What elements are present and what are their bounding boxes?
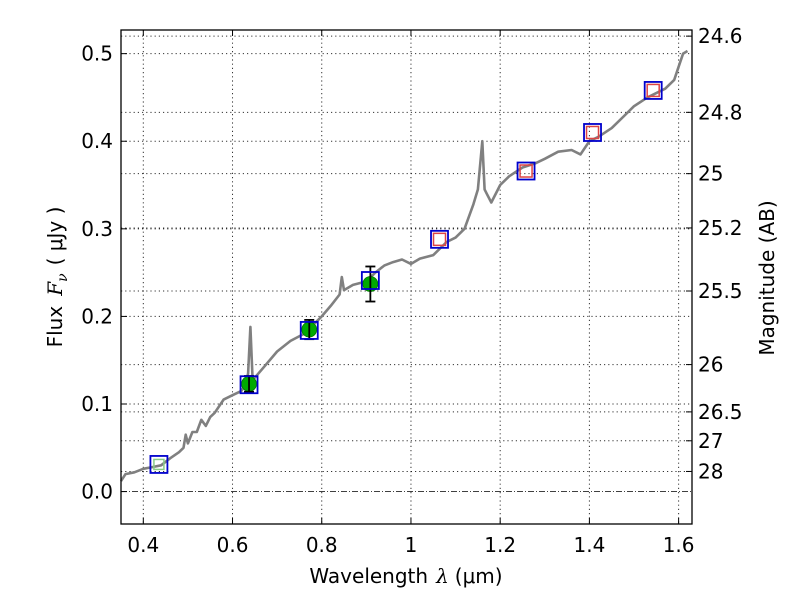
right-tick-label: 24.6 (698, 24, 743, 48)
upper-limit-point (432, 232, 447, 247)
synthetic-point (149, 455, 169, 474)
y-tick-label: 0.2 (81, 304, 113, 328)
right-tick-label: 25 (698, 162, 723, 186)
synthetic-point (430, 229, 449, 249)
right-axis-label: Magnitude (AB) (755, 200, 779, 355)
synthetic-point (583, 123, 602, 142)
upper-limit-point (646, 83, 660, 98)
right-tick-label: 28 (698, 459, 723, 483)
x-tick-label: 1.4 (573, 533, 605, 557)
ticks-layer (121, 30, 692, 524)
synthetic-point (360, 271, 380, 290)
x-tick-label: 1 (405, 533, 418, 557)
upper-limit-point (585, 125, 600, 140)
x-tick-label: 0.6 (217, 533, 249, 557)
x-tick-label: 0.8 (306, 533, 338, 557)
y-tick-label: 0.0 (81, 480, 113, 504)
x-tick-label: 1.6 (663, 533, 695, 557)
low-sn-point (153, 458, 165, 471)
y-axis-label: FluxFν( μJy ) (43, 207, 71, 348)
right-tick-label: 26 (698, 353, 723, 377)
right-tick-label: 27 (698, 429, 723, 453)
x-tick-label: 1.2 (484, 533, 516, 557)
spectrum-line (119, 49, 689, 482)
x-axis-label: Wavelength λ (μm) (309, 564, 502, 588)
synthetic-point (239, 375, 259, 395)
right-tick-label: 25.5 (698, 279, 743, 303)
spectrum-layer (119, 49, 689, 482)
y-tick-label: 0.3 (81, 217, 113, 241)
synthetic-point (643, 81, 663, 100)
y-tick-label: 0.1 (81, 392, 113, 416)
right-tick-label: 26.5 (698, 400, 743, 424)
right-tick-label: 25.2 (698, 216, 743, 240)
plot-frame (120, 29, 693, 525)
right-tick-label: 24.8 (698, 100, 743, 124)
y-tick-label: 0.5 (81, 42, 113, 66)
markers-layer (149, 81, 663, 474)
y-tick-label: 0.4 (81, 129, 113, 153)
grid-lines (121, 30, 692, 524)
tick-labels: 0.4 0.6 0.8 1 1.2 1.4 1.6 0.0 0.1 0.2 0.3 0.4 0.5 24.… (81, 24, 742, 557)
synthetic-point (299, 321, 319, 340)
synthetic-point (516, 161, 536, 181)
x-tick-label: 0.4 (127, 533, 159, 557)
upper-limit-point (519, 164, 533, 178)
